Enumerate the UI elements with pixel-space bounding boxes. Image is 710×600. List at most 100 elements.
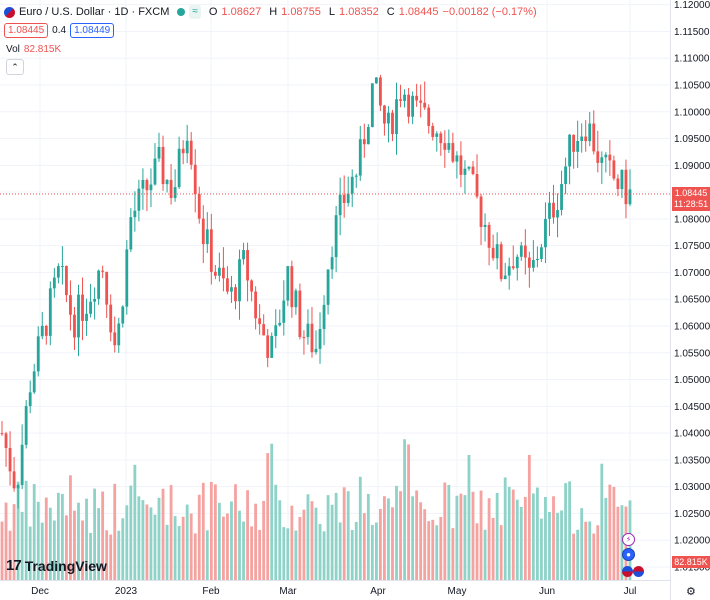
volume-bar xyxy=(374,522,378,580)
candle-body xyxy=(592,123,596,152)
volume-bar xyxy=(342,487,346,580)
volume-bar xyxy=(552,496,555,580)
candle-body xyxy=(12,471,16,489)
volume-bar xyxy=(467,454,471,580)
candle-body xyxy=(588,123,592,142)
volume-bar xyxy=(246,490,249,580)
candle-body xyxy=(177,148,181,188)
candle-body xyxy=(250,280,254,292)
volume-bar xyxy=(306,494,310,580)
volume-bars xyxy=(0,439,632,580)
volume-bar xyxy=(540,518,543,580)
volume-bar xyxy=(527,454,531,580)
candle-body xyxy=(395,99,398,135)
volume-bar xyxy=(483,529,487,580)
volume-bar xyxy=(113,483,117,580)
candle-body xyxy=(153,158,157,185)
sell-button[interactable]: 1.08445 xyxy=(4,23,49,38)
candle-body xyxy=(161,146,165,185)
volume-bar xyxy=(350,529,354,580)
chart-legend: Euro / U.S. Dollar · 1D · FXCM ≈ O 1.0862… xyxy=(4,4,537,20)
volume-bar xyxy=(523,496,527,580)
volume-bar xyxy=(226,513,229,580)
candle-body xyxy=(266,335,270,358)
candle-body xyxy=(209,229,213,272)
collapse-legend-button[interactable]: ⌃ xyxy=(6,59,24,75)
candle-body xyxy=(499,244,503,280)
candle-body xyxy=(612,160,616,179)
candle-body xyxy=(52,277,56,289)
candle-body xyxy=(201,218,205,245)
candle-body xyxy=(306,323,310,338)
time-axis-label: Dec xyxy=(31,586,49,597)
candle-body xyxy=(73,314,76,338)
volume-bar xyxy=(499,525,503,580)
volume-bar xyxy=(222,516,225,580)
time-axis-label: May xyxy=(448,586,467,597)
lightning-icon[interactable]: ⚡ xyxy=(622,533,635,546)
high-label: H xyxy=(269,6,278,18)
candle-body xyxy=(334,215,338,258)
high-value: 1.08755 xyxy=(281,6,321,18)
candle-body xyxy=(24,406,28,445)
volume-bar xyxy=(419,502,423,580)
volume-bar xyxy=(258,529,262,580)
volume-bar xyxy=(4,502,8,580)
candle-body xyxy=(523,245,527,258)
volume-bar xyxy=(12,504,16,580)
visibility-toggle-icon[interactable]: ≈ xyxy=(189,5,201,19)
candle-body xyxy=(419,100,423,103)
eur-event-icon[interactable] xyxy=(633,566,644,577)
candle-body xyxy=(560,184,563,211)
volume-bar xyxy=(431,519,435,580)
chevron-up-icon: ⌃ xyxy=(11,62,19,72)
candle-body xyxy=(318,329,322,349)
candle-body xyxy=(620,169,624,190)
volume-bar xyxy=(487,498,491,580)
volume-bar xyxy=(270,443,274,580)
candle-body xyxy=(226,278,229,292)
price-axis-label: 1.03500 xyxy=(674,455,710,466)
candle-body xyxy=(463,168,467,175)
candle-body xyxy=(125,249,129,307)
close-label: C xyxy=(386,6,395,18)
volume-bar xyxy=(254,503,258,580)
volume-bar xyxy=(503,477,507,580)
volume-bar xyxy=(36,501,40,580)
volume-bar xyxy=(77,502,80,580)
volume-bar xyxy=(274,484,278,580)
volume-bar xyxy=(576,529,580,580)
buy-button[interactable]: 1.08449 xyxy=(70,23,115,38)
candle-body xyxy=(97,270,101,299)
volume-bar xyxy=(262,500,266,580)
volume-bar xyxy=(169,485,173,580)
candle-body xyxy=(85,313,88,321)
candle-body xyxy=(628,189,632,205)
gear-icon[interactable]: ⚙ xyxy=(686,586,696,598)
volume-bar xyxy=(556,512,559,580)
candle-body xyxy=(427,107,431,126)
volume-bar xyxy=(455,495,459,580)
candle-body xyxy=(411,95,415,117)
volume-bar xyxy=(471,491,475,580)
volume-bar xyxy=(73,510,76,580)
candle-body xyxy=(600,157,604,163)
volume-bar xyxy=(403,439,406,580)
open-label: O xyxy=(208,6,218,18)
volume-bar xyxy=(338,522,342,580)
volume-bar xyxy=(415,490,419,580)
candle-body xyxy=(173,187,177,199)
volume-bar xyxy=(85,498,88,580)
flag-event-icon[interactable]: ● xyxy=(622,548,635,561)
symbol-title[interactable]: Euro / U.S. Dollar · 1D · FXCM xyxy=(19,6,170,18)
candle-body xyxy=(298,290,302,338)
candle-body xyxy=(314,348,318,353)
candlesticks xyxy=(0,74,632,509)
market-open-icon xyxy=(177,8,186,16)
candle-body xyxy=(358,139,362,176)
usd-event-icon[interactable] xyxy=(622,566,633,577)
candle-body xyxy=(387,112,390,124)
candle-body xyxy=(455,155,459,162)
candle-body xyxy=(113,332,117,346)
